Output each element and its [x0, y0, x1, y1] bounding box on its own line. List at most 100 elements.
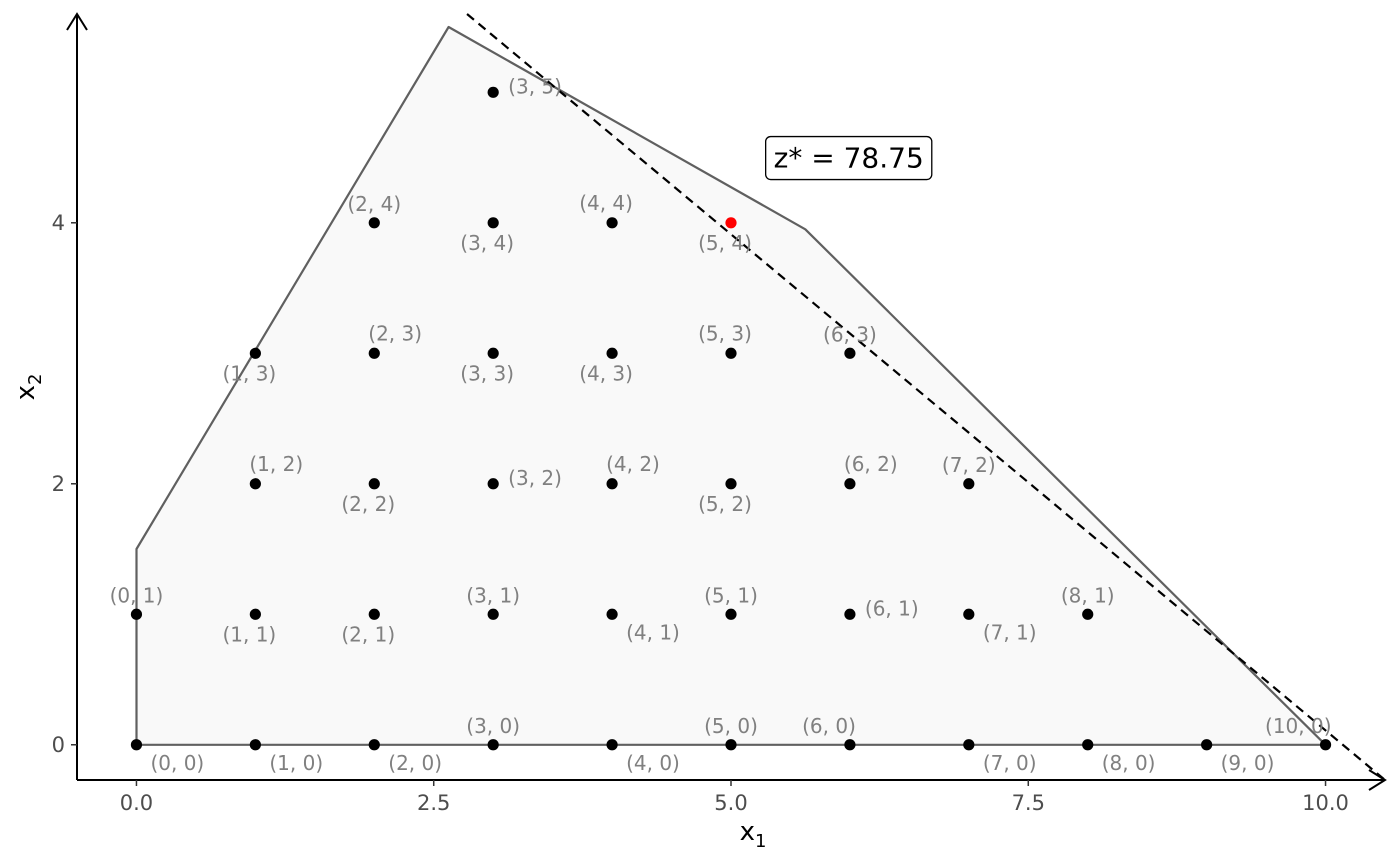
integer-point — [487, 217, 499, 229]
integer-point — [725, 347, 737, 359]
objective-line-layer — [466, 13, 1386, 781]
point-label: (10, 0) — [1265, 714, 1332, 738]
integer-point — [963, 608, 975, 620]
integer-point — [606, 217, 618, 229]
point-label: (4, 0) — [626, 751, 680, 775]
point-label: (1, 0) — [269, 751, 323, 775]
point-label: (4, 3) — [579, 361, 633, 385]
feasible-region-layer — [135, 25, 1327, 746]
integer-point — [844, 347, 856, 359]
point-label: (5, 1) — [704, 583, 758, 607]
point-label: (0, 1) — [110, 583, 164, 607]
point-label: (3, 5) — [508, 74, 562, 98]
integer-point — [368, 608, 380, 620]
y-tick-label: 0 — [52, 733, 65, 757]
integer-point — [368, 739, 380, 751]
point-label: (6, 0) — [802, 714, 856, 738]
integer-point — [487, 739, 499, 751]
optimal-value-annotation: z* = 78.75 — [774, 142, 924, 175]
integer-point — [487, 86, 499, 98]
x-tick-label: 10.0 — [1302, 791, 1349, 815]
integer-point — [963, 739, 975, 751]
annotation-box — [765, 135, 933, 181]
integer-point — [606, 739, 618, 751]
points-layer — [130, 86, 1332, 751]
integer-point — [368, 217, 380, 229]
integer-point — [606, 478, 618, 490]
axes-layer: 0.0 2.5 5.0 7.5 10.0 0 2 4 — [52, 12, 1387, 815]
x-axis-arrowhead — [1368, 769, 1387, 791]
point-label: (3, 0) — [466, 714, 520, 738]
point-label: (6, 1) — [865, 596, 919, 620]
point-label: (3, 1) — [466, 583, 520, 607]
integer-point — [725, 608, 737, 620]
point-label: (7, 2) — [942, 453, 996, 477]
point-label: (5, 0) — [704, 714, 758, 738]
integer-point — [1201, 739, 1213, 751]
integer-point — [844, 478, 856, 490]
point-label: (5, 3) — [698, 321, 752, 345]
point-label: (2, 4) — [347, 192, 401, 216]
integer-point — [130, 608, 143, 620]
point-label: (9, 0) — [1221, 751, 1275, 775]
integer-point — [249, 478, 261, 490]
integer-point — [487, 478, 499, 490]
point-label: (8, 1) — [1061, 583, 1115, 607]
integer-point — [725, 739, 737, 751]
point-label: (1, 1) — [222, 622, 276, 646]
x-tick-label: 2.5 — [417, 791, 450, 815]
integer-point — [844, 608, 856, 620]
point-label: (3, 3) — [460, 361, 514, 385]
integer-point — [1082, 608, 1094, 620]
integer-point — [368, 347, 380, 359]
point-label: (3, 4) — [460, 231, 514, 255]
integer-point — [130, 739, 143, 751]
integer-point — [249, 739, 261, 751]
y-tick-label: 4 — [52, 211, 65, 235]
point-label: (7, 0) — [983, 751, 1037, 775]
point-label: (0, 0) — [150, 751, 204, 775]
point-label: (4, 1) — [626, 620, 680, 644]
feasible-region — [135, 25, 1327, 746]
optimal-point — [725, 217, 737, 229]
integer-point — [487, 608, 499, 620]
x-tick-label: 5.0 — [714, 791, 747, 815]
y-tick-label: 2 — [52, 472, 65, 496]
point-label: (4, 4) — [579, 191, 633, 215]
x-tick-label: 7.5 — [1012, 791, 1045, 815]
y-axis-title: x2 — [11, 374, 46, 401]
point-label: (8, 0) — [1102, 751, 1156, 775]
point-label: (6, 3) — [823, 322, 877, 346]
point-label: (2, 1) — [341, 622, 395, 646]
integer-point — [249, 347, 261, 359]
point-labels-layer: (0, 0) (1, 0) (2, 0) (3, 0) (4, 0) (5, 0) (6, … — [110, 74, 1332, 774]
point-label: (5, 2) — [698, 492, 752, 516]
axis-titles-layer: x1 x2 — [11, 374, 766, 852]
integer-point — [844, 739, 856, 751]
x-axis-title: x1 — [740, 817, 767, 852]
point-label: (1, 3) — [222, 361, 276, 385]
point-label: (3, 2) — [508, 466, 562, 490]
integer-point — [1319, 739, 1332, 751]
y-axis-arrowhead — [66, 12, 88, 31]
point-label: (6, 2) — [844, 452, 898, 476]
point-label: (7, 1) — [983, 620, 1037, 644]
integer-point — [368, 478, 380, 490]
point-label: (2, 3) — [368, 321, 422, 345]
integer-point — [963, 478, 975, 490]
integer-point — [606, 347, 618, 359]
integer-point — [725, 478, 737, 490]
integer-point — [1082, 739, 1094, 751]
integer-point — [487, 347, 499, 359]
point-label: (5, 4) — [698, 231, 752, 255]
annotation-layer: z* = 78.75 — [765, 135, 933, 181]
point-label: (2, 2) — [341, 492, 395, 516]
point-label: (1, 2) — [249, 452, 303, 476]
integer-point — [249, 608, 261, 620]
x-tick-label: 0.0 — [120, 791, 153, 815]
point-label: (2, 0) — [388, 751, 442, 775]
point-label: (4, 2) — [606, 452, 660, 476]
integer-point — [606, 608, 618, 620]
objective-line — [466, 13, 1386, 781]
